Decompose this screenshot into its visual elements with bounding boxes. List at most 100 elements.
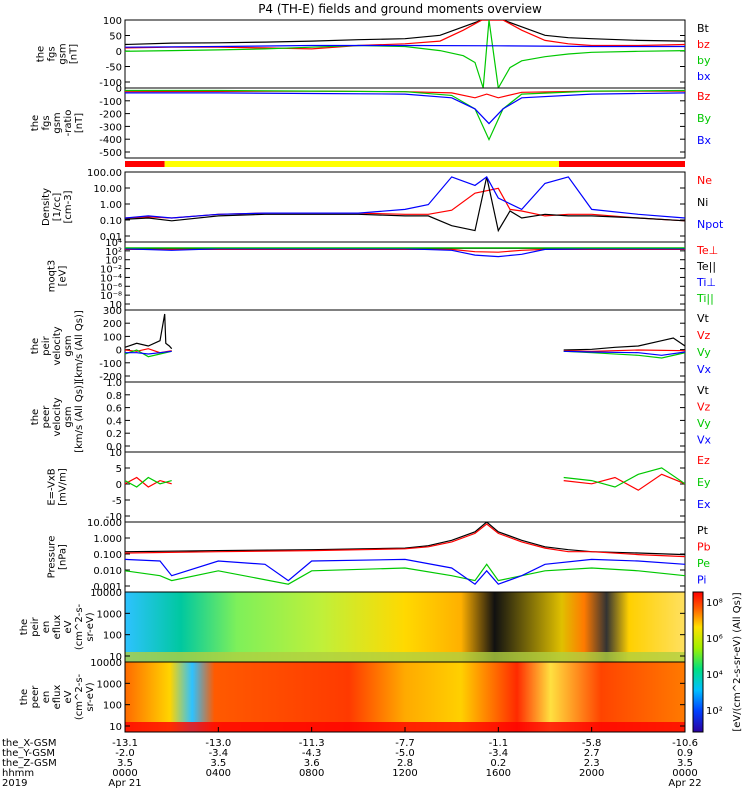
series-line-By	[125, 89, 685, 142]
x-tick-label: -5.8	[582, 738, 602, 749]
legend-entry: Bt	[697, 22, 710, 35]
x-tick-label: -2.0	[115, 748, 135, 759]
x-row-label: hhmm	[2, 768, 34, 779]
y-axis-label: the	[19, 689, 30, 705]
colorbar-tick-label: 10⁶	[706, 634, 723, 645]
ispec-spectrogram	[125, 592, 685, 662]
x-tick-label: -13.0	[205, 738, 231, 749]
legend-entry: Vz	[697, 401, 711, 414]
y-axis-label: the	[36, 46, 47, 62]
y-tick-label: 0	[116, 84, 122, 95]
y-tick-label: -100	[99, 78, 122, 89]
series-line-Npot	[125, 176, 685, 219]
legend-entry: Te||	[696, 260, 716, 273]
series-line-Ni	[125, 176, 685, 233]
y-tick-label: -50	[106, 63, 122, 74]
colorbar: 10⁸ 10⁶ 10⁴ 10² [eV/(cm^2-s-sr-eV) (All Qs)]	[692, 591, 743, 733]
legend-entry: Vx	[697, 434, 712, 447]
x-tick-label: 2.7	[584, 748, 600, 759]
legend-entry: Vy	[697, 346, 711, 359]
x-tick-label: 3.5	[677, 758, 693, 769]
y-axis-label: eV	[63, 690, 74, 703]
y-axis-label: gsm	[52, 112, 63, 133]
x-row-label: the_X-GSM	[2, 738, 56, 749]
x-tick-label: 3.6	[304, 758, 320, 769]
legend-entry: Te⊥	[696, 244, 718, 257]
panel-frame	[124, 309, 686, 383]
panel-ispec: 10000 1000 100 10 the peir en eflux eV (cm^2-s-sr…	[19, 588, 686, 663]
x-tick-label: -3.4	[209, 748, 229, 759]
legend-entry: Vt	[697, 384, 710, 397]
x-tick-label: -7.7	[395, 738, 415, 749]
legend-entry: bz	[697, 38, 710, 51]
y-axis-label: gsm	[63, 406, 74, 427]
x-tick-label: 2000	[579, 768, 604, 779]
y-tick-label: -200	[99, 372, 122, 383]
x-tick-label: 0000	[672, 768, 697, 779]
mode-bar	[125, 161, 685, 167]
bfield-series	[125, 20, 685, 88]
vi-series	[125, 313, 685, 359]
x-tick-label: Apr 22	[668, 778, 701, 789]
legend-entry: Ti||	[696, 292, 714, 305]
panel-ve: 1.0 0.8 0.60.4 0.2 0.0 the peer velocity gsm [km/…	[30, 378, 712, 453]
series-line-Te⊥	[125, 248, 685, 253]
y-tick-label: 0.01	[100, 232, 122, 243]
y-axis-label: en	[41, 691, 52, 704]
panel-frame	[124, 521, 686, 593]
y-tick-label: 10⁴	[105, 238, 122, 249]
y-tick-label: -5	[112, 496, 122, 507]
y-tick-label: 0	[116, 480, 122, 491]
y-tick-label: 10000	[90, 588, 122, 599]
y-tick-label: 300	[103, 306, 122, 317]
series-line-Ez	[563, 473, 685, 491]
x-tick-label: 3.5	[117, 758, 133, 769]
mode-bar-segment	[559, 161, 685, 167]
series-line-Ti⊥	[125, 248, 685, 258]
y-axis-label: Pressure	[47, 536, 58, 579]
x-tick-label: Apr 21	[108, 778, 141, 789]
y-axis-label: en	[41, 621, 52, 634]
y-tick-label: -500	[99, 148, 122, 159]
legend-entry: Bx	[697, 134, 712, 147]
legend-entry: Pi	[697, 574, 706, 587]
y-tick-label: 0.6	[106, 404, 122, 415]
x-tick-label: -13.1	[112, 738, 138, 749]
y-axis-label: gsm	[63, 335, 74, 356]
y-tick-label: 10	[109, 448, 122, 459]
y-tick-label: -400	[99, 135, 122, 146]
y-tick-label: 0.010	[93, 566, 122, 577]
y-axis-label: Density	[41, 188, 52, 226]
colorbar-tick-label: 10²	[706, 706, 723, 717]
y-tick-label: 10⁻⁴	[100, 273, 122, 284]
y-tick-label: 100	[103, 631, 122, 642]
legend-entry: Vz	[697, 329, 711, 342]
y-tick-label: 50	[109, 32, 122, 43]
y-axis-label: [km/s (All Qs)]	[74, 381, 85, 453]
y-axis-label: [eV]	[58, 266, 69, 287]
legend-entry: Vy	[697, 417, 711, 430]
legend-entry: Ni	[697, 196, 708, 209]
y-tick-label: 10²	[105, 247, 122, 258]
y-axis-label: [1/cc]	[52, 193, 63, 222]
mode-bar-segment	[125, 161, 165, 167]
panel-density: 100.00 10.00 1.00 0.10 0.01 Density [1/cc] [cm-…	[41, 168, 724, 243]
bfield2-series	[125, 89, 685, 142]
y-axis-label: [nPa]	[58, 544, 69, 570]
y-tick-label: 100.00	[87, 168, 122, 179]
y-tick-label: -300	[99, 122, 122, 133]
ispec-low-energy-band	[125, 652, 685, 662]
series-line-Pt	[125, 522, 685, 556]
y-tick-label: -200	[99, 110, 122, 121]
y-axis-label: sr-eV)	[85, 682, 96, 711]
x-tick-label: 2.3	[584, 758, 600, 769]
panel-frame	[124, 241, 686, 311]
series-line-bz	[125, 20, 685, 50]
legend-entry: Ey	[697, 476, 711, 489]
temp-series	[125, 247, 685, 258]
colorbar-label: [eV/(cm^2-s-sr-eV) (All Qs)]	[732, 592, 743, 731]
x-tick-label: -10.6	[672, 738, 698, 749]
legend-entry: bx	[697, 70, 711, 83]
